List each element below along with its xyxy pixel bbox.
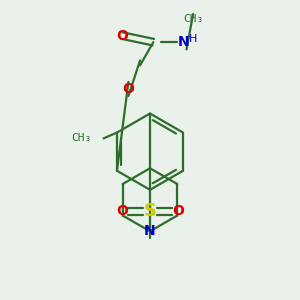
Text: CH₃: CH₃ bbox=[183, 14, 203, 24]
Text: S: S bbox=[143, 202, 157, 220]
Text: O: O bbox=[116, 204, 128, 218]
Text: H: H bbox=[189, 34, 197, 44]
Text: N: N bbox=[177, 35, 189, 49]
Text: O: O bbox=[116, 28, 128, 43]
Text: N: N bbox=[144, 224, 156, 238]
Text: O: O bbox=[172, 204, 184, 218]
Text: CH₃: CH₃ bbox=[72, 134, 92, 143]
Text: O: O bbox=[122, 82, 134, 96]
